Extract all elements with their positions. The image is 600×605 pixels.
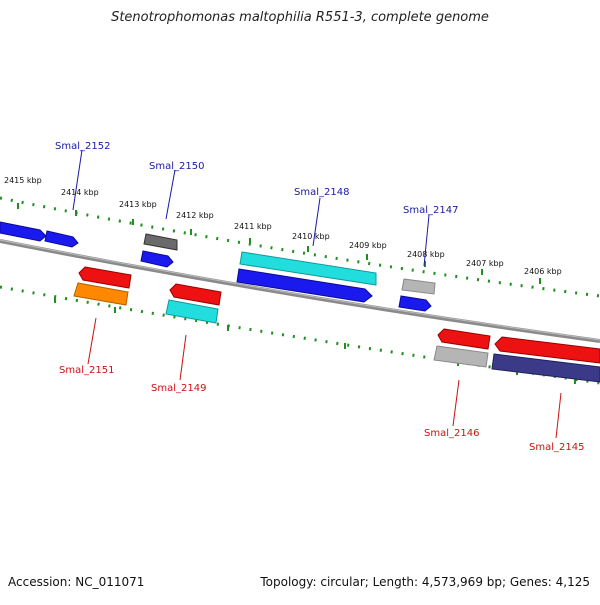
major-ticks-outer — [17, 203, 541, 284]
gene-arrow[interactable] — [169, 283, 222, 306]
scale-label: 2409 kbp — [349, 241, 387, 250]
gene-label: Smal_2151 — [59, 365, 114, 376]
accession-text: Accession: NC_011071 — [8, 575, 145, 589]
gene-arrow[interactable] — [140, 250, 174, 268]
gene-arrow[interactable] — [73, 282, 129, 306]
gene-label: Smal_2145 — [529, 442, 584, 453]
gene-arrow[interactable] — [239, 251, 377, 286]
label-leaders — [72, 149, 562, 439]
gene-arrow[interactable] — [401, 278, 436, 295]
scale-label: 2414 kbp — [61, 188, 99, 197]
scale-label: 2407 kbp — [466, 259, 504, 268]
gene-label: Smal_2152 — [55, 141, 110, 152]
gene-arrow[interactable] — [0, 221, 47, 242]
gene-arrow[interactable] — [494, 336, 600, 364]
gene-arrow[interactable] — [78, 266, 132, 289]
scale-label: 2406 kbp — [524, 267, 562, 276]
gene-arrow[interactable] — [398, 295, 432, 312]
gene-arrow[interactable] — [165, 299, 219, 324]
plus-strand-genes — [0, 221, 436, 312]
scale-label: 2413 kbp — [119, 200, 157, 209]
gene-label: Smal_2150 — [149, 161, 204, 172]
gene-arrow[interactable] — [143, 233, 178, 251]
gene-arrow[interactable] — [433, 345, 489, 368]
gene-label: Smal_2147 — [403, 205, 458, 216]
minus-strand-genes — [73, 266, 600, 383]
scale-label: 2410 kbp — [292, 232, 330, 241]
gene-arrow[interactable] — [491, 353, 600, 383]
scale-label: 2408 kbp — [407, 250, 445, 259]
genome-summary: Topology: circular; Length: 4,573,969 bp… — [260, 575, 590, 589]
gene-label: Smal_2146 — [424, 428, 479, 439]
genome-backbone — [0, 239, 600, 343]
scale-label: 2415 kbp — [4, 176, 42, 185]
scale-label: 2412 kbp — [176, 211, 214, 220]
gene-arrow[interactable] — [437, 328, 491, 350]
gene-arrow[interactable] — [44, 230, 79, 248]
gene-label: Smal_2148 — [294, 187, 349, 198]
map-title: Stenotrophomonas maltophilia R551-3, com… — [111, 10, 489, 25]
genome-backbone-highlight — [0, 239, 600, 341]
major-ticks-inner — [54, 297, 576, 384]
gene-label: Smal_2149 — [151, 383, 206, 394]
gene-arrow[interactable] — [236, 268, 373, 303]
scale-label: 2411 kbp — [234, 222, 272, 231]
